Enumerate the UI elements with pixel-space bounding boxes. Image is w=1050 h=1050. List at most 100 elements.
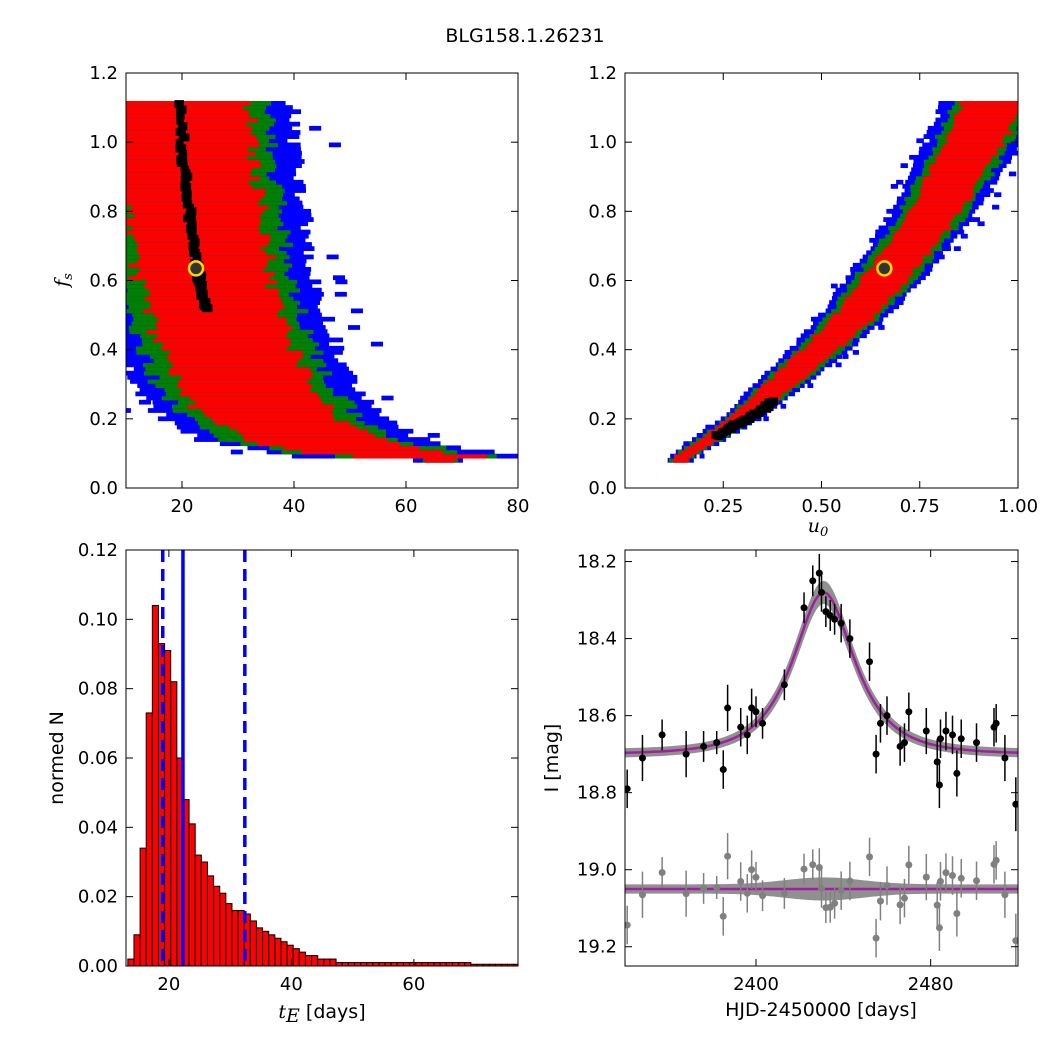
confidence-speckle <box>699 453 705 459</box>
confidence-cell-row <box>150 304 285 310</box>
data-point <box>957 735 965 743</box>
residual-point <box>752 873 760 881</box>
ylabel-fs: fs <box>51 273 76 289</box>
confidence-cell-row <box>892 233 940 239</box>
data-point <box>935 781 943 789</box>
confidence-cell-row <box>929 163 986 169</box>
y-tick-label: 19.2 <box>577 937 617 958</box>
residual-point <box>837 887 845 895</box>
confidence-cell-row <box>126 138 259 144</box>
confidence-speckle <box>126 383 127 388</box>
confidence-cell-row <box>844 296 889 301</box>
confidence-speckle <box>370 341 383 347</box>
confidence-speckle <box>230 449 243 455</box>
confidence-cell-black <box>178 133 190 142</box>
confidence-speckle <box>412 457 419 463</box>
y-tick-label: 0.02 <box>78 887 118 908</box>
residual-point <box>900 894 908 902</box>
panel-light-curve: 2400 2480 18.2 18.4 18.6 18.8 19.0 19.2 <box>577 549 1019 995</box>
confidence-speckle <box>869 237 877 243</box>
histogram-bar <box>145 712 153 966</box>
confidence-cell-row <box>915 200 965 206</box>
confidence-cell-row <box>820 329 857 335</box>
confidence-cell-row <box>940 146 997 152</box>
y-tick-label: 0.04 <box>78 817 118 838</box>
xlabel-hjd: HJD-2450000 [days] <box>725 999 917 1021</box>
histogram-bar <box>445 962 453 966</box>
histogram-bar <box>213 885 221 966</box>
histogram-bar <box>139 847 147 966</box>
confidence-speckle <box>73 259 85 264</box>
confidence-speckle <box>972 217 980 222</box>
residual-point <box>818 884 825 892</box>
confidence-speckle <box>886 208 894 214</box>
confidence-cell-row <box>424 457 455 463</box>
confidence-speckle <box>909 154 917 160</box>
x-tick-label: 2480 <box>908 974 954 995</box>
x-tick-label: 20 <box>157 974 180 995</box>
histogram-bar <box>280 941 288 966</box>
data-point <box>638 754 646 762</box>
confidence-speckle <box>830 283 838 289</box>
confidence-speckle <box>842 354 849 359</box>
data-point <box>949 731 956 739</box>
confidence-speckle <box>953 246 961 252</box>
confidence-cell-row <box>921 184 974 189</box>
confidence-cell-row <box>169 358 299 364</box>
confidence-cell-row <box>301 449 443 455</box>
confidence-cell-row <box>895 229 944 235</box>
confidence-cell-row <box>839 308 881 314</box>
confidence-speckle <box>994 192 1002 198</box>
confidence-cell-row <box>146 279 277 285</box>
histogram-bar <box>194 854 202 966</box>
data-point <box>658 731 666 739</box>
confidence-cell-row <box>901 221 950 227</box>
confidence-speckle <box>68 134 80 139</box>
confidence-cell-row <box>860 279 909 285</box>
residual-point <box>737 877 745 885</box>
histogram-bar <box>268 934 276 966</box>
confidence-speckle <box>923 134 932 139</box>
confidence-cell-row <box>953 113 1016 119</box>
confidence-cell-row <box>126 175 260 181</box>
y-tick-label: 0.8 <box>89 201 118 222</box>
confidence-cell-row <box>959 101 1018 106</box>
confidence-cell-row <box>161 345 287 351</box>
residual-point <box>625 921 631 929</box>
y-tick-label: 0.2 <box>89 409 118 430</box>
residual-point <box>935 924 943 932</box>
data-point <box>818 588 825 596</box>
data-point <box>737 723 745 731</box>
confidence-cell-row <box>930 171 983 177</box>
confidence-cell-row <box>181 387 310 393</box>
histogram-bar <box>360 962 368 966</box>
residual-point <box>713 883 721 891</box>
residual-point <box>872 934 880 942</box>
data-point <box>831 615 839 623</box>
confidence-cell-row <box>841 304 882 310</box>
confidence-cell-row <box>214 420 350 426</box>
confidence-cell-black <box>729 420 740 429</box>
confidence-speckle <box>763 416 769 422</box>
histogram-bar <box>323 958 331 966</box>
confidence-cell-row <box>686 445 705 451</box>
data-point <box>905 708 913 716</box>
histogram-bar <box>127 958 135 966</box>
confidence-cell-black <box>175 144 187 153</box>
y-tick-label: 1.2 <box>588 63 617 84</box>
axes-frame <box>125 72 519 489</box>
x-tick-label: 2400 <box>733 974 779 995</box>
residual-point <box>896 901 904 909</box>
histogram-bar <box>206 875 215 966</box>
confidence-speckle <box>835 362 842 368</box>
data-point <box>682 750 690 758</box>
confidence-speckle <box>875 229 883 235</box>
histogram-bar <box>286 944 294 966</box>
x-tick-label: 80 <box>507 496 530 517</box>
y-tick-label: 0.0 <box>89 478 118 499</box>
confidence-cell-row <box>168 370 313 376</box>
histogram-bar <box>353 962 362 966</box>
confidence-cell-row <box>157 333 287 339</box>
histogram-bar <box>372 962 380 966</box>
y-tick-label: 1.2 <box>89 63 118 84</box>
